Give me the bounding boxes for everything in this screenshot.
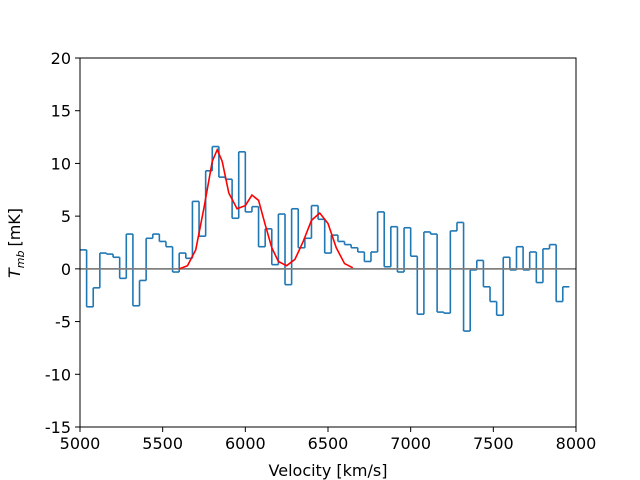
- plot-frame: [79, 57, 577, 428]
- x-tick-label: 6500: [308, 434, 349, 453]
- y-label-sub: mb: [14, 251, 27, 269]
- x-tick-label: 7500: [473, 434, 514, 453]
- x-axis-label: Velocity [km/s]: [269, 461, 388, 480]
- y-tick-label: -15: [45, 418, 71, 437]
- x-tick-label: 5000: [60, 434, 101, 453]
- y-tick-label: -5: [55, 313, 71, 332]
- y-label-main: T: [5, 267, 24, 278]
- y-tick-label: 0: [61, 260, 71, 279]
- x-tick-label: 8000: [556, 434, 597, 453]
- y-tick-label: 15: [51, 102, 71, 121]
- y-axis-label: Tmb [mK]: [5, 208, 27, 278]
- y-label-unit: [mK]: [5, 208, 24, 247]
- y-tick-label: 5: [61, 207, 71, 226]
- y-tick-label: -10: [45, 365, 71, 384]
- fit-line: [178, 147, 354, 270]
- y-tick-label: 10: [51, 154, 71, 173]
- x-tick-label: 7000: [390, 434, 431, 453]
- x-tick-label: 5500: [142, 434, 183, 453]
- y-tick-label: 20: [51, 49, 71, 68]
- x-tick-label: 6000: [225, 434, 266, 453]
